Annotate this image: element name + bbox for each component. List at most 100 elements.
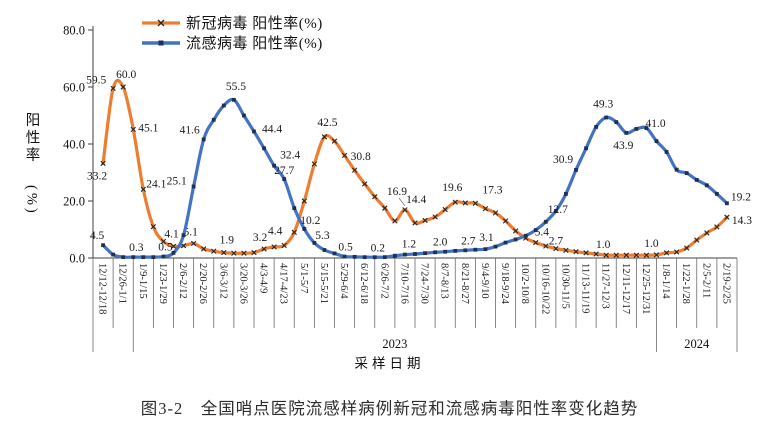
x-marker-icon xyxy=(412,220,418,226)
flu-data-label: 19.2 xyxy=(731,191,751,203)
chart-canvas: 0.020.040.060.080.012/12-12/18 12/26-1/1 1… xyxy=(63,24,752,352)
x-marker-icon xyxy=(120,84,126,90)
square-marker-icon xyxy=(684,171,689,175)
x-marker-icon xyxy=(683,245,690,251)
square-marker-icon xyxy=(674,167,679,172)
x-marker-icon xyxy=(190,240,197,247)
x-tick-label: 12/12-12/18 xyxy=(97,263,108,314)
x-tick-label: 8/7-8/13 xyxy=(439,263,450,299)
x-marker-icon xyxy=(130,126,136,133)
flu-data-label: 32.4 xyxy=(280,150,300,162)
covid-data-label: 42.5 xyxy=(317,117,337,129)
covid-data-label: 1.9 xyxy=(220,235,235,247)
square-marker-icon xyxy=(201,137,206,142)
square-marker-icon xyxy=(382,255,387,260)
x-tick-label: 1/8-1/14 xyxy=(660,263,671,299)
square-marker-icon xyxy=(664,150,669,154)
square-marker-icon xyxy=(282,177,287,181)
covid-data-label: 3.2 xyxy=(253,232,268,244)
x-marker-icon xyxy=(301,198,308,204)
square-marker-icon xyxy=(574,168,578,172)
x-marker-icon xyxy=(422,217,428,224)
square-marker-icon xyxy=(553,209,558,213)
x-tick-label: 10/30-11/5 xyxy=(559,263,570,309)
x-marker-icon xyxy=(150,223,157,230)
covid-data-label: 14.4 xyxy=(406,194,426,206)
covid-data-label: 60.0 xyxy=(116,69,136,81)
square-marker-icon xyxy=(171,250,176,255)
square-marker-icon xyxy=(473,247,478,252)
square-marker-icon xyxy=(292,206,297,211)
flu-data-labels: 4.5 0.3 0.5 25.1 41.6 55.5 44.4 32.4 27.7 10.2 5.3… xyxy=(90,81,751,255)
x-axis-ticks: 12/12-12/18 12/26-1/1 1/9-1/15 1/23-1/29 2/6… xyxy=(92,258,738,352)
square-marker-icon xyxy=(111,252,116,257)
square-marker-icon xyxy=(523,233,528,238)
x-tick-label: 6/12-6/18 xyxy=(358,263,369,304)
legend-item-flu: 流感病毒 阳性率(%) xyxy=(141,33,323,52)
square-marker-icon xyxy=(694,178,699,182)
square-marker-icon xyxy=(624,130,629,135)
x-marker-icon xyxy=(442,206,448,213)
x-tick-label: 9/4-9/10 xyxy=(479,263,490,299)
square-marker-icon xyxy=(594,125,599,129)
square-marker-icon xyxy=(634,126,639,131)
covid-legend-label: 新冠病毒 阳性率(%) xyxy=(186,16,323,32)
x-marker-icon xyxy=(704,230,710,236)
x-marker-icon xyxy=(633,252,640,258)
y-axis-unit: (%) xyxy=(23,185,40,216)
year-labels: 2023 2024 xyxy=(382,337,710,351)
flu-data-label: 43.9 xyxy=(613,140,633,152)
square-marker-icon xyxy=(433,250,438,255)
covid-data-label: 17.3 xyxy=(482,185,502,197)
square-marker-icon xyxy=(332,251,337,256)
covid-data-label: 4.4 xyxy=(268,225,283,237)
x-tick-label: 2/19-2/25 xyxy=(720,263,731,304)
square-marker-icon xyxy=(101,243,105,248)
covid-data-label: 59.5 xyxy=(86,74,106,86)
flu-data-label: 25.1 xyxy=(167,175,187,187)
flu-data-label: 0.2 xyxy=(371,242,386,254)
y-axis-ticks: 0.0 20.0 40.0 60.0 80.0 xyxy=(63,24,93,266)
square-marker-icon xyxy=(372,255,377,260)
covid-data-label: 30.8 xyxy=(351,151,371,163)
x-marker-icon xyxy=(462,200,469,206)
covid-data-label: 14.3 xyxy=(732,215,752,227)
square-marker-icon xyxy=(211,117,216,122)
x-marker-icon xyxy=(311,161,318,167)
x-marker-icon xyxy=(563,247,569,253)
covid-data-label: 16.9 xyxy=(387,186,407,198)
covid-data-label: 45.1 xyxy=(138,122,158,134)
flu-data-label: 41.0 xyxy=(645,118,665,130)
square-marker-icon xyxy=(151,255,156,260)
x-marker-icon xyxy=(613,252,619,258)
x-marker-icon xyxy=(593,251,599,257)
x-marker-icon xyxy=(200,246,207,252)
x-marker-icon xyxy=(170,243,177,250)
x-marker-icon xyxy=(140,186,147,193)
x-marker-icon xyxy=(261,246,267,252)
covid-data-label: 2.7 xyxy=(549,235,564,247)
x-marker-icon xyxy=(351,167,358,173)
flu-data-label: 1.2 xyxy=(402,239,417,251)
x-tick-label: 6/26-7/2 xyxy=(378,263,389,299)
x-tick-label: 4/17-4/23 xyxy=(278,263,289,304)
flu-data-label: 0.3 xyxy=(129,242,144,254)
square-marker-icon xyxy=(644,126,649,130)
square-marker-icon xyxy=(121,255,126,260)
y-tick-label: 80.0 xyxy=(63,24,85,38)
covid-data-label: 1.0 xyxy=(596,239,611,251)
x-tick-label: 5/1-5/7 xyxy=(298,263,309,293)
square-marker-icon xyxy=(493,244,498,249)
x-marker-icon xyxy=(361,181,368,187)
x-marker-icon xyxy=(281,242,287,249)
covid-markers xyxy=(100,84,730,258)
square-marker-icon xyxy=(221,103,226,108)
flu-legend-swatch xyxy=(142,40,180,45)
flu-data-label: 0.5 xyxy=(158,242,173,254)
square-marker-icon xyxy=(714,191,719,196)
x-marker-icon xyxy=(392,218,398,224)
square-marker-icon xyxy=(604,115,609,120)
square-marker-icon xyxy=(242,113,246,118)
flu-data-label: 27.7 xyxy=(274,165,294,177)
x-tick-label: 5/15-5/21 xyxy=(318,263,329,304)
